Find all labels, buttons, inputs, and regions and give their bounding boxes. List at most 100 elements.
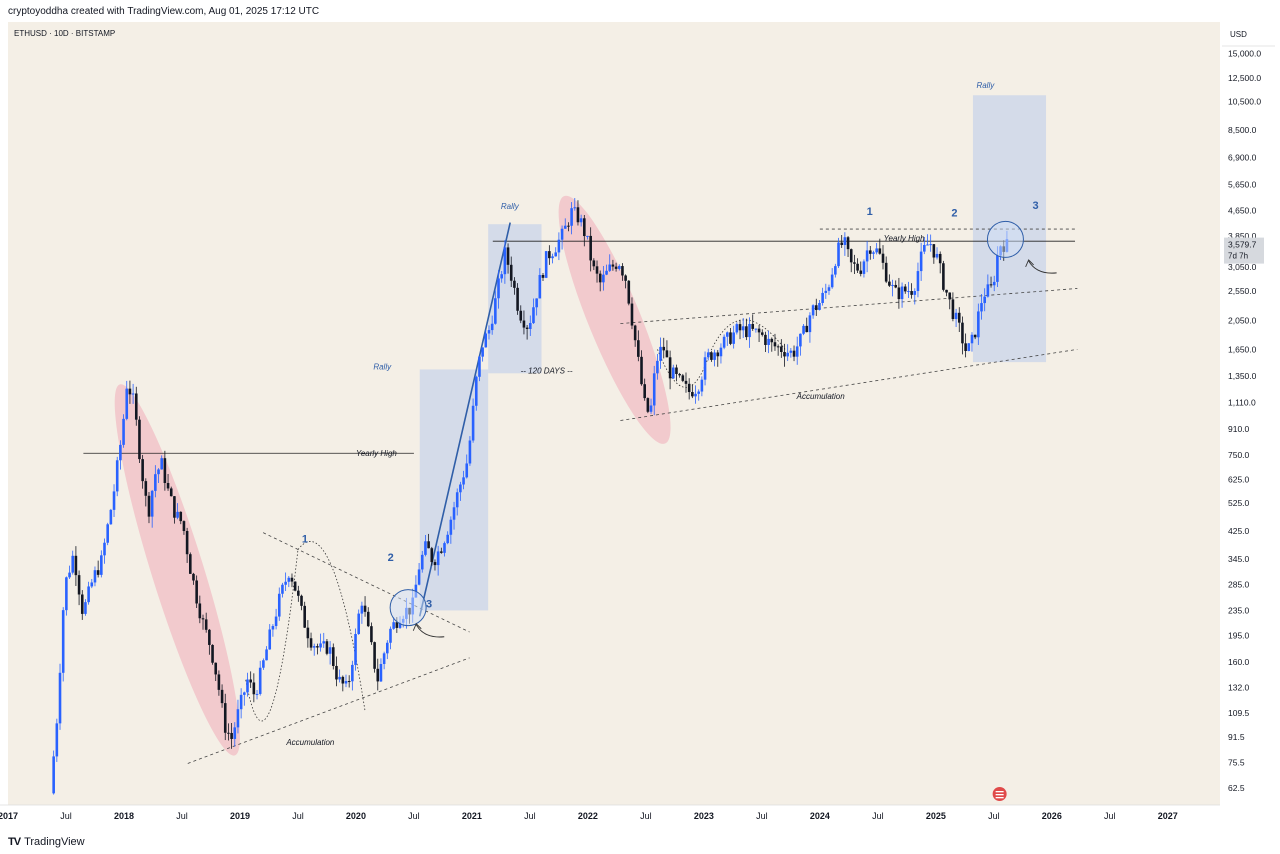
- candle-body: [608, 264, 612, 271]
- time-tick-label: 2023: [694, 811, 714, 821]
- last-price-tag[interactable]: [1224, 237, 1264, 264]
- candle-body: [726, 332, 729, 337]
- candle-body: [173, 496, 176, 518]
- candle-body: [325, 641, 329, 654]
- candle-body: [252, 682, 256, 695]
- candle-body: [595, 266, 599, 274]
- candle-body: [592, 260, 596, 267]
- price-tick-label: 525.0: [1228, 498, 1250, 508]
- candle-body: [71, 555, 75, 573]
- candle-body: [611, 264, 615, 267]
- candle-body: [198, 603, 202, 619]
- candle-body: [802, 325, 805, 334]
- candle-body: [297, 590, 300, 596]
- time-tick-label: 2019: [230, 811, 250, 821]
- candle-body: [875, 248, 878, 253]
- candle-body: [684, 380, 688, 384]
- candle-body: [630, 303, 634, 326]
- candle-body: [544, 251, 548, 278]
- candle-body: [306, 627, 310, 639]
- time-tick-label: 2022: [578, 811, 598, 821]
- curved-arrow-icon-head: [1025, 259, 1034, 268]
- candle-body: [230, 732, 233, 739]
- candle-body: [211, 644, 214, 663]
- drawdown-ellipse-2018: [114, 384, 240, 756]
- cup-arc-1: [245, 549, 299, 722]
- candle-body: [583, 218, 586, 237]
- candle-body: [52, 756, 55, 794]
- candle-body: [760, 332, 764, 335]
- price-tick-label: 2,550.0: [1228, 286, 1257, 296]
- candle-body: [506, 247, 510, 265]
- candle-body: [382, 653, 386, 665]
- candle-body: [357, 613, 361, 634]
- price-chart[interactable]: Rally Rally Rally -- 120 DAYS -- Yearly High…: [0, 22, 1280, 830]
- candle-body: [500, 274, 503, 279]
- candle-body: [961, 322, 964, 344]
- candle-body: [446, 534, 449, 544]
- accumulation-support-line-2: [620, 348, 1078, 421]
- candle-body: [201, 618, 205, 620]
- annotation-label: -- 120 DAYS --: [521, 366, 573, 375]
- candle-body: [668, 357, 672, 379]
- candle-body: [316, 646, 319, 648]
- candle-body: [522, 320, 526, 328]
- candle-body: [751, 323, 755, 329]
- candle-body: [973, 334, 977, 338]
- chart-area[interactable]: Rally Rally Rally -- 120 DAYS -- Yearly High…: [0, 22, 1280, 830]
- credit-text: cryptoyoddha created with TradingView.co…: [8, 6, 320, 17]
- candle-body: [163, 458, 167, 484]
- candle-body: [687, 383, 691, 393]
- candle-body: [497, 278, 500, 299]
- candle-body: [338, 676, 341, 680]
- candle-body: [494, 298, 497, 324]
- time-axis[interactable]: [0, 805, 1220, 830]
- candle-body: [665, 350, 669, 358]
- candle-body: [783, 351, 786, 357]
- candle-body: [773, 342, 777, 347]
- candle-body: [926, 244, 929, 246]
- candle-body: [243, 692, 246, 695]
- candle-body: [722, 336, 726, 348]
- candle-body: [309, 638, 313, 648]
- candle-body: [284, 581, 287, 585]
- candle-body: [859, 270, 863, 274]
- candle-body: [249, 679, 252, 683]
- candle-body: [535, 298, 538, 308]
- candle-body: [109, 509, 113, 525]
- candle-body: [983, 296, 986, 304]
- candle-body: [967, 343, 971, 351]
- price-axis[interactable]: [1220, 22, 1280, 830]
- time-tick-label: Jul: [640, 811, 652, 821]
- candle-body: [694, 393, 697, 397]
- candle-body: [846, 237, 850, 250]
- candle-body: [366, 611, 370, 627]
- candle-body: [856, 263, 859, 271]
- candle-body: [865, 250, 869, 262]
- candle-body: [525, 327, 529, 329]
- candle-body: [265, 649, 268, 661]
- candle-body: [128, 388, 132, 395]
- candle-body: [576, 207, 580, 223]
- candle-body: [903, 286, 907, 292]
- candle-body: [563, 225, 567, 229]
- candle-body: [449, 519, 453, 535]
- wave-label: 1: [302, 534, 308, 546]
- candle-body: [274, 616, 278, 627]
- candle-body: [233, 727, 237, 739]
- price-tick-label: 4,650.0: [1228, 206, 1257, 216]
- candle-body: [891, 284, 894, 286]
- candle-body: [888, 281, 891, 286]
- price-tick-label: 235.0: [1228, 605, 1250, 615]
- us-flag-stripe: [995, 797, 1004, 799]
- annotation-label: Accumulation: [285, 738, 335, 747]
- candle-body: [80, 594, 84, 614]
- candle-body: [392, 622, 395, 629]
- candle-body: [799, 333, 802, 347]
- candle-body: [827, 287, 831, 291]
- price-tick-label: 1,110.0: [1228, 397, 1256, 407]
- candle-body: [840, 242, 843, 245]
- tradingview-logo[interactable]: TV TradingView: [8, 836, 85, 848]
- candle-body: [964, 343, 967, 351]
- candle-body: [360, 605, 364, 614]
